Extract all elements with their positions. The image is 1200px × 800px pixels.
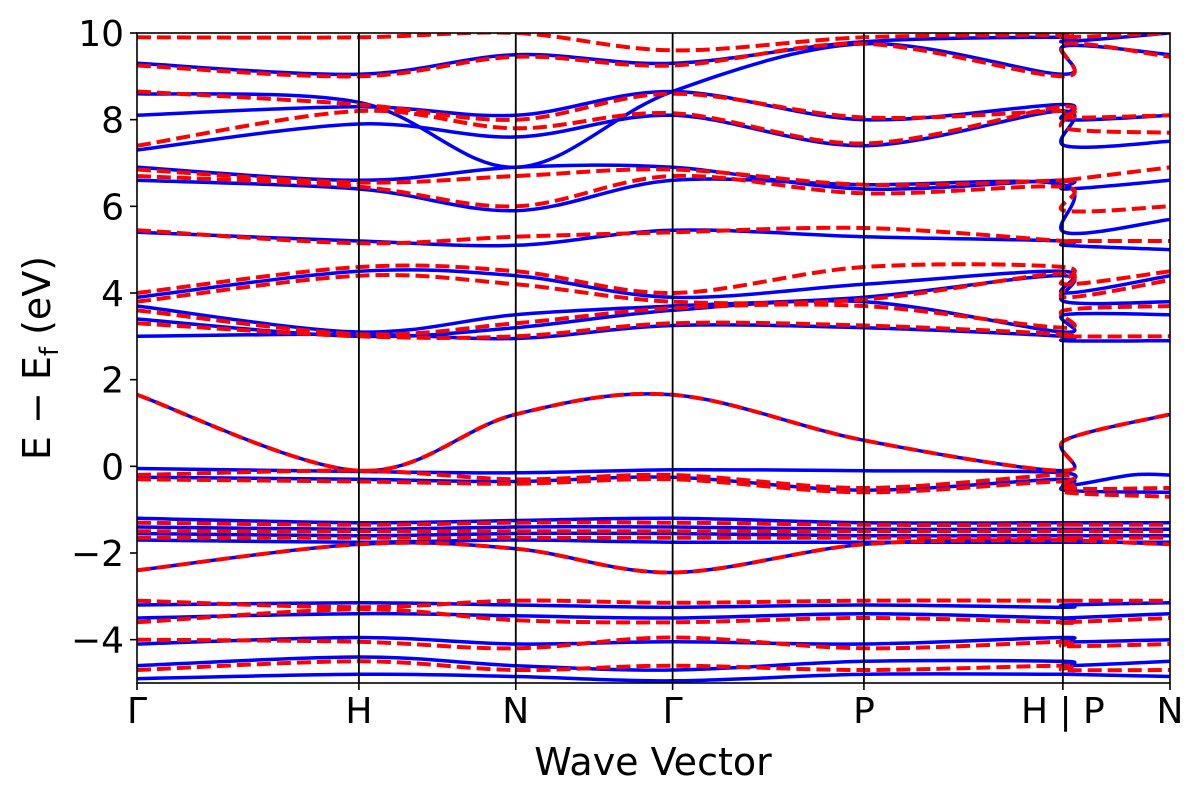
plot-frame — [136, 32, 1171, 684]
y-tick-label-5: 6 — [101, 187, 124, 228]
y-axis-label-unit: (eV) — [15, 256, 59, 347]
x-axis-label: Wave Vector — [534, 740, 772, 784]
y-tick-label-7: 10 — [78, 14, 124, 55]
x-tick-label-3: Γ — [663, 691, 683, 732]
y-axis-label: E − Ef (eV) — [15, 256, 65, 460]
y-tick-label-2: 0 — [101, 447, 124, 488]
x-tick-label-0: Γ — [127, 691, 147, 732]
kpoint-lines — [358, 33, 1064, 683]
x-tick-label-5: H | P — [1021, 691, 1105, 732]
y-tick-label-1: −2 — [71, 534, 124, 575]
x-tick-label-4: P — [853, 691, 875, 732]
y-axis-label-main: E − E — [15, 356, 59, 460]
y-tick-label-3: 2 — [101, 361, 124, 402]
y-tick-label-6: 8 — [101, 101, 124, 142]
y-tick-label-0: −4 — [71, 621, 124, 662]
x-tick-label-6: N — [1157, 691, 1184, 732]
x-tick-label-2: N — [502, 691, 529, 732]
band-line-red-0 — [137, 391, 1170, 473]
y-axis-ticks: −4 −2 0 2 4 6 8 10 — [71, 14, 137, 662]
x-tick-label-1: H — [345, 691, 372, 732]
plot-background — [137, 33, 1170, 683]
y-tick-label-4: 4 — [101, 274, 124, 315]
x-axis-ticks: Γ H N Γ P H | P N — [127, 683, 1184, 732]
y-axis-label-sub: f — [35, 346, 65, 356]
